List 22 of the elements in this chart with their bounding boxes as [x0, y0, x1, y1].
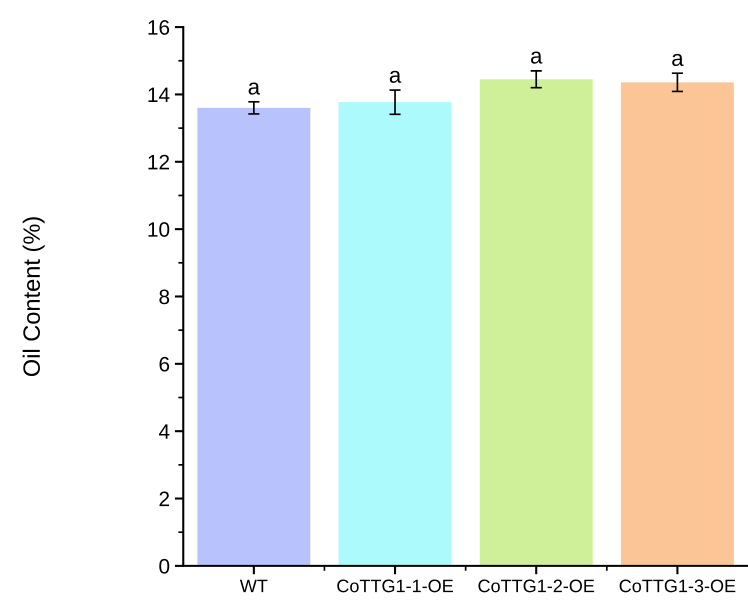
annotation: a	[390, 70, 402, 83]
y-axis-title: Oil Content (%)	[22, 217, 45, 376]
y-tick-label: 0	[159, 558, 170, 574]
x-tick-label: CoTTG1-2-OE	[478, 580, 594, 592]
bar	[338, 102, 452, 566]
x-tick-label: CoTTG1-3-OE	[620, 580, 736, 592]
bar	[620, 82, 734, 566]
annotation: a	[248, 82, 260, 95]
y-tick-label: 4	[158, 424, 170, 439]
x-tick-label: CoTTG1-1-OE	[337, 580, 453, 592]
y-tick-label: 8	[159, 289, 170, 304]
y-tick-label: 12	[148, 154, 170, 170]
annotation: a	[530, 52, 542, 64]
y-tick-label: 14	[148, 88, 170, 102]
y-tick-label: 6	[160, 356, 170, 372]
y-tick-label: 2	[160, 492, 170, 506]
annotation: a	[672, 54, 684, 66]
bar	[480, 79, 593, 566]
y-tick-label: 16	[148, 20, 170, 35]
x-tick-label: WT	[240, 580, 268, 592]
bar	[197, 108, 310, 566]
y-tick-label: 10	[148, 222, 170, 237]
